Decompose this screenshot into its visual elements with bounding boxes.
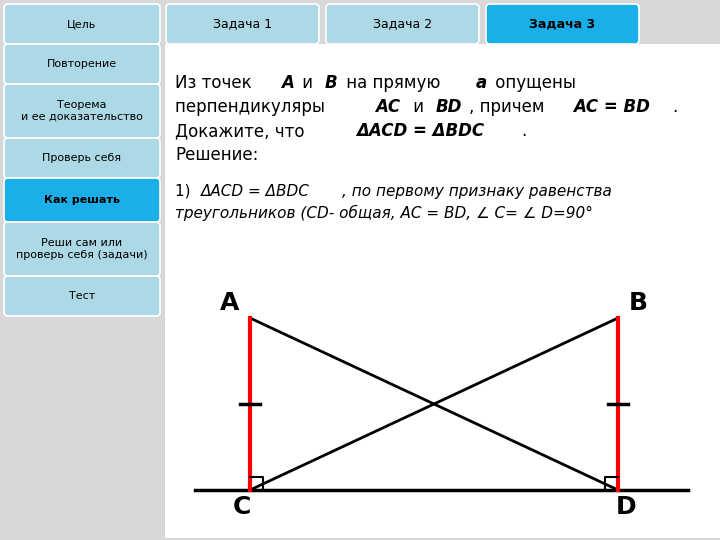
FancyBboxPatch shape <box>4 4 160 44</box>
Text: Решение:: Решение: <box>175 146 258 164</box>
Text: а: а <box>476 74 487 92</box>
Text: и: и <box>408 98 429 116</box>
Text: ВD: ВD <box>435 98 462 116</box>
Text: Теорема
и ее доказательство: Теорема и ее доказательство <box>21 100 143 122</box>
Text: Повторение: Повторение <box>47 59 117 69</box>
Text: , по первому признаку равенства: , по первому признаку равенства <box>342 184 612 199</box>
Text: Из точек: Из точек <box>175 74 257 92</box>
Text: Задача 3: Задача 3 <box>529 17 595 30</box>
FancyBboxPatch shape <box>4 44 160 84</box>
Text: .: . <box>672 98 678 116</box>
Text: А: А <box>281 74 294 92</box>
Text: A: A <box>220 291 240 315</box>
FancyBboxPatch shape <box>4 276 160 316</box>
Text: и: и <box>297 74 318 92</box>
Text: В: В <box>325 74 337 92</box>
Text: , причем: , причем <box>469 98 550 116</box>
Text: треугольников (CD- общая, AC = BD, ∠ C= ∠ D=90°: треугольников (CD- общая, AC = BD, ∠ C= … <box>175 205 593 221</box>
Text: АС: АС <box>375 98 400 116</box>
Text: .: . <box>521 122 526 140</box>
Text: Задача 1: Задача 1 <box>213 17 272 30</box>
FancyBboxPatch shape <box>4 222 160 276</box>
Text: B: B <box>629 291 647 315</box>
FancyBboxPatch shape <box>486 4 639 44</box>
Text: 1): 1) <box>175 184 195 199</box>
Text: ΔACD = ΔBDC: ΔACD = ΔBDC <box>356 122 484 140</box>
FancyBboxPatch shape <box>166 4 319 44</box>
Text: Как решать: Как решать <box>44 195 120 205</box>
Text: перпендикуляры: перпендикуляры <box>175 98 330 116</box>
Text: D: D <box>616 495 636 519</box>
Text: Проверь себя: Проверь себя <box>42 153 122 163</box>
Text: Докажите, что: Докажите, что <box>175 122 315 140</box>
Text: АС = ВD: АС = ВD <box>573 98 650 116</box>
Text: Тест: Тест <box>69 291 95 301</box>
FancyBboxPatch shape <box>326 4 479 44</box>
Text: ΔACD = ΔBDC: ΔACD = ΔBDC <box>202 184 310 199</box>
FancyBboxPatch shape <box>165 44 720 538</box>
FancyBboxPatch shape <box>4 178 160 222</box>
Text: опущены: опущены <box>490 74 577 92</box>
Text: Цель: Цель <box>68 19 96 29</box>
Text: Задача 2: Задача 2 <box>373 17 432 30</box>
FancyBboxPatch shape <box>4 138 160 178</box>
Text: на прямую: на прямую <box>341 74 446 92</box>
Text: Реши сам или
проверь себя (задачи): Реши сам или проверь себя (задачи) <box>16 238 148 260</box>
FancyBboxPatch shape <box>4 84 160 138</box>
Text: C: C <box>233 495 251 519</box>
